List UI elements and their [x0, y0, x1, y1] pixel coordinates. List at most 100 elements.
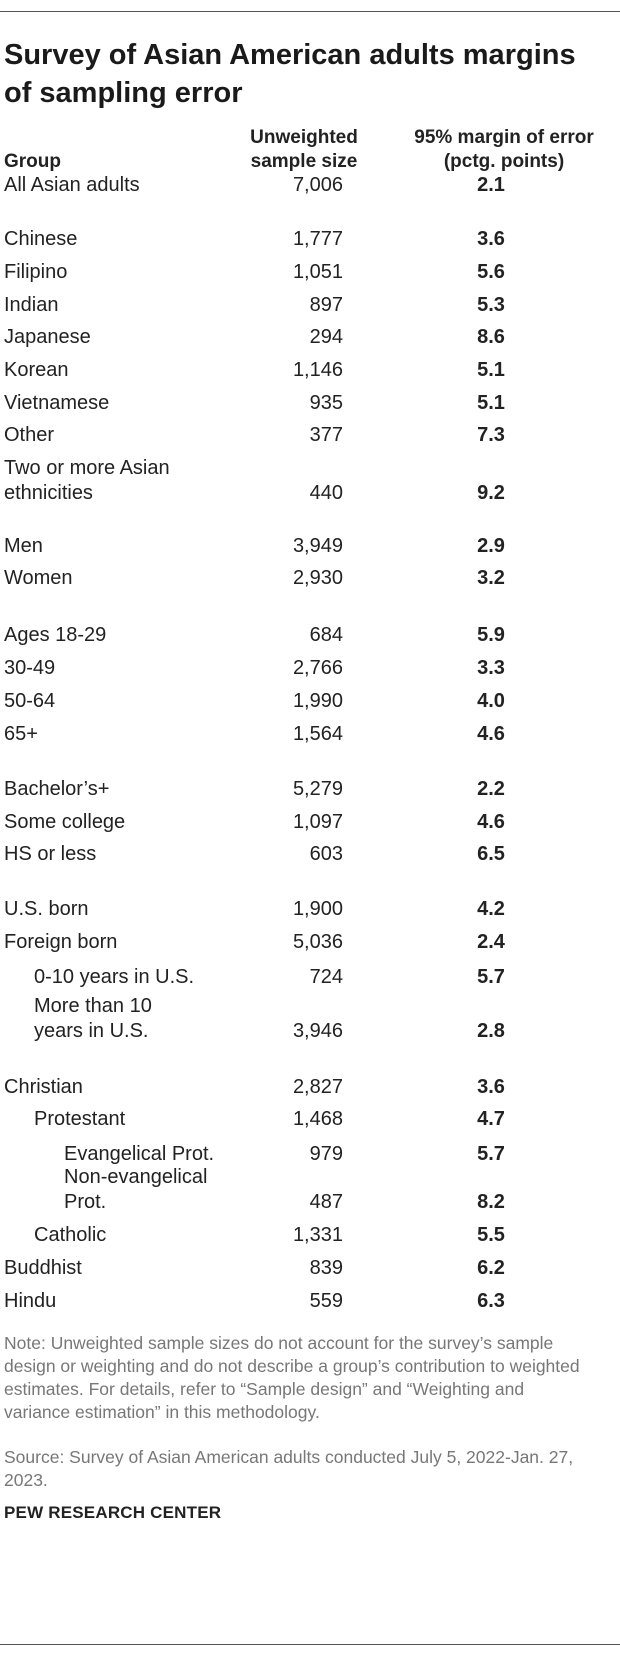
group-cell: Bachelor’s+ — [4, 778, 110, 800]
sample-size-cell: 1,051 — [292, 261, 343, 283]
sample-size-cell: 5,279 — [292, 778, 343, 800]
table-row: Catholic 1,331 5.5 — [0, 1218, 620, 1248]
table-row: 30-49 2,766 3.3 — [0, 651, 620, 681]
margin-cell: 2.2 — [477, 778, 505, 800]
margin-cell: 3.6 — [477, 228, 505, 250]
table-row: Bachelor’s+ 5,279 2.2 — [0, 772, 620, 802]
table-row: Foreign born 5,036 2.4 — [0, 925, 620, 955]
sample-size-cell: 559 — [309, 1290, 343, 1312]
group-cell: Non-evangelical Prot. — [64, 1166, 208, 1213]
margin-cell: 2.8 — [477, 1020, 505, 1042]
table-row: Vietnamese 935 5.1 — [0, 386, 620, 416]
bottom-rule — [0, 1644, 620, 1645]
sample-size-cell: 3,946 — [292, 1020, 343, 1042]
table-row: Other 377 7.3 — [0, 418, 620, 448]
sample-size-cell: 1,468 — [292, 1108, 343, 1130]
table-row: Christian 2,827 3.6 — [0, 1070, 620, 1100]
column-header-margin-of-error: 95% margin of error (pctg. points) — [414, 127, 594, 172]
margin-cell: 2.9 — [477, 535, 505, 557]
group-cell: Ages 18-29 — [4, 624, 107, 646]
margin-cell: 5.1 — [477, 359, 505, 381]
margin-cell: 5.6 — [477, 261, 505, 283]
group-cell: Protestant — [34, 1108, 126, 1130]
margin-cell: 9.2 — [477, 482, 505, 504]
table-row: 50-64 1,990 4.0 — [0, 684, 620, 714]
brand-footer: PEW RESEARCH CENTER — [4, 1503, 222, 1522]
sample-size-cell: 897 — [309, 294, 343, 316]
group-cell: More than 10 years in U.S. — [34, 995, 152, 1042]
sample-size-cell: 2,930 — [292, 567, 343, 589]
page-title: Survey of Asian American adults margins … — [4, 39, 576, 109]
margin-cell: 3.3 — [477, 657, 505, 679]
group-cell: Indian — [4, 294, 59, 316]
table-row: More than 10 years in U.S. 3,946 2.8 — [0, 992, 620, 1044]
table-row: Protestant 1,468 4.7 — [0, 1102, 620, 1132]
table-row: Buddhist 839 6.2 — [0, 1251, 620, 1281]
group-cell: Korean — [4, 359, 69, 381]
column-header-group: Group — [4, 151, 61, 172]
group-cell: Other — [4, 424, 55, 446]
table-row: Japanese 294 8.6 — [0, 320, 620, 350]
group-cell: 50-64 — [4, 690, 56, 712]
table-row: Some college 1,097 4.6 — [0, 805, 620, 835]
sample-size-cell: 935 — [309, 392, 343, 414]
margin-cell: 5.5 — [477, 1224, 505, 1246]
group-cell: Filipino — [4, 261, 68, 283]
top-rule — [0, 11, 620, 12]
group-cell: Foreign born — [4, 931, 118, 953]
sample-size-cell: 1,777 — [292, 228, 343, 250]
margin-cell: 5.7 — [477, 1143, 505, 1165]
table-row: Evangelical Prot. 979 5.7 — [0, 1137, 620, 1167]
margin-cell: 4.6 — [477, 723, 505, 745]
margin-cell: 5.7 — [477, 966, 505, 988]
group-cell: Christian — [4, 1076, 83, 1098]
table-row: Filipino 1,051 5.6 — [0, 255, 620, 285]
source-line: Source: Survey of Asian American adults … — [4, 1447, 574, 1490]
margin-cell: 3.2 — [477, 567, 505, 589]
group-cell: Men — [4, 535, 43, 557]
table-row: 65+ 1,564 4.6 — [0, 717, 620, 747]
group-cell: Hindu — [4, 1290, 57, 1312]
group-cell: 30-49 — [4, 657, 56, 679]
sample-size-cell: 684 — [309, 624, 343, 646]
margin-cell: 5.9 — [477, 624, 505, 646]
sample-size-cell: 1,331 — [292, 1224, 343, 1246]
sample-size-cell: 2,827 — [292, 1076, 343, 1098]
group-cell: Some college — [4, 811, 126, 833]
margin-cell: 2.4 — [477, 931, 505, 953]
sample-size-cell: 1,097 — [292, 811, 343, 833]
sample-size-cell: 377 — [309, 424, 343, 446]
table-row: Women 2,930 3.2 — [0, 561, 620, 591]
margin-cell: 4.6 — [477, 811, 505, 833]
margin-cell: 4.0 — [477, 690, 505, 712]
sample-size-cell: 487 — [309, 1191, 343, 1213]
table-row: Chinese 1,777 3.6 — [0, 222, 620, 252]
table-row: 0-10 years in U.S. 724 5.7 — [0, 960, 620, 990]
margin-cell: 5.1 — [477, 392, 505, 414]
table-row: Men 3,949 2.9 — [0, 529, 620, 559]
table-row: All Asian adults 7,006 2.1 — [0, 168, 620, 198]
margin-cell: 6.5 — [477, 843, 505, 865]
sample-size-cell: 1,900 — [292, 898, 343, 920]
sample-size-cell: 7,006 — [292, 174, 343, 196]
group-cell: Evangelical Prot. — [64, 1143, 215, 1165]
group-cell: HS or less — [4, 843, 97, 865]
sample-size-cell: 839 — [309, 1257, 343, 1279]
table-row: Ages 18-29 684 5.9 — [0, 618, 620, 648]
margin-cell: 4.7 — [477, 1108, 505, 1130]
sample-size-cell: 1,146 — [292, 359, 343, 381]
table-row: Two or more Asian ethnicities 440 9.2 — [0, 450, 620, 506]
column-header-sample-size: Unweighted sample size — [250, 127, 358, 172]
table-row: Korean 1,146 5.1 — [0, 353, 620, 383]
margin-cell: 6.2 — [477, 1257, 505, 1279]
margin-cell: 3.6 — [477, 1076, 505, 1098]
group-cell: Women — [4, 567, 73, 589]
sample-size-cell: 3,949 — [292, 535, 343, 557]
margin-cell: 2.1 — [477, 174, 505, 196]
margin-cell: 6.3 — [477, 1290, 505, 1312]
group-cell: All Asian adults — [4, 174, 140, 196]
margin-cell: 8.6 — [477, 326, 505, 348]
margin-cell: 5.3 — [477, 294, 505, 316]
margin-cell: 8.2 — [477, 1191, 505, 1213]
table-row: Hindu 559 6.3 — [0, 1284, 620, 1314]
